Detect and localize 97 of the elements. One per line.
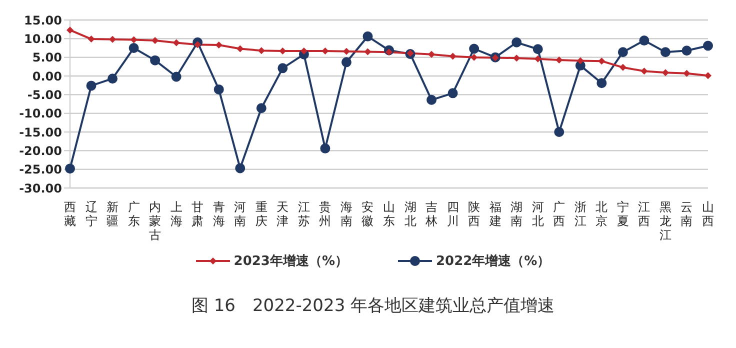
point — [660, 47, 670, 58]
point — [448, 88, 458, 98]
y-tick-label: 10.00 — [24, 32, 62, 46]
x-tick-label: 湖南 — [510, 200, 523, 228]
point — [236, 45, 244, 52]
point — [513, 54, 520, 62]
x-tick-label: 湖北 — [404, 200, 416, 228]
legend-label: 2023年增速（%） — [234, 253, 348, 270]
point — [598, 58, 606, 65]
x-tick-label: 广西 — [553, 200, 566, 228]
x-tick-label: 青海 — [212, 200, 225, 228]
x-tick-label: 天津 — [276, 200, 289, 228]
point — [322, 47, 329, 54]
text: 图 16 2022-2023 年各地区建筑业总产值增速 — [190, 295, 556, 317]
y-tick-label: -5.00 — [27, 88, 62, 102]
x-tick-label: 新疆 — [106, 200, 119, 228]
point — [364, 48, 372, 56]
x-tick-label: 江苏 — [298, 200, 310, 228]
point — [109, 36, 116, 43]
x-tick-label: 山东 — [383, 200, 395, 228]
point — [279, 47, 286, 54]
x-tick-label: 贵州 — [319, 200, 332, 228]
point — [172, 39, 180, 46]
x-tick-label: 西藏 — [64, 200, 76, 228]
point — [128, 43, 139, 53]
x-tick-label: 河北 — [532, 200, 544, 228]
x-tick-label: 云南 — [680, 200, 693, 228]
y-tick-label: 0.00 — [32, 69, 62, 84]
x-tick-label: 上海 — [170, 200, 182, 228]
point — [532, 44, 543, 54]
x-tick-label: 广东 — [128, 200, 140, 228]
point — [469, 44, 480, 54]
legend-label: 2022年增速（%） — [436, 253, 550, 270]
point — [88, 36, 95, 43]
point — [639, 36, 650, 46]
point — [596, 78, 607, 88]
point — [171, 72, 182, 82]
point — [194, 41, 202, 48]
point — [342, 48, 350, 55]
point — [362, 31, 373, 42]
point — [258, 47, 265, 54]
x-tick-label: 江西 — [638, 200, 650, 228]
point — [386, 48, 392, 56]
x-tick-label: 四川 — [446, 200, 459, 228]
x-tick-label: 福建 — [488, 200, 502, 228]
point — [683, 70, 690, 77]
point — [704, 72, 712, 80]
point — [703, 40, 713, 51]
point — [449, 52, 456, 60]
point — [66, 26, 74, 34]
y-tick-label: -20.00 — [19, 144, 62, 158]
x-tick-label: 吉林 — [424, 200, 438, 228]
x-tick-label: 黑龙江 — [659, 200, 672, 242]
point — [426, 94, 437, 105]
x-tick-label: 宁夏 — [616, 200, 629, 228]
y-tick-label: -30.00 — [19, 181, 62, 196]
point — [470, 54, 478, 61]
x-tick-label: 山西 — [702, 200, 714, 228]
point — [235, 163, 246, 174]
point — [556, 56, 563, 64]
x-tick-label: 河南 — [234, 200, 246, 228]
point — [152, 37, 159, 44]
point — [320, 143, 330, 154]
point — [278, 63, 288, 74]
point — [640, 68, 648, 75]
point — [130, 36, 138, 44]
point — [554, 127, 564, 137]
y-tick-label: 5.00 — [32, 50, 62, 65]
point — [150, 55, 160, 66]
point — [108, 74, 118, 84]
point — [534, 55, 542, 62]
point — [619, 64, 626, 71]
point — [618, 47, 628, 58]
point — [576, 57, 584, 64]
point — [86, 80, 96, 91]
y-tick-label: -25.00 — [19, 162, 62, 177]
x-tick-label: 安徽 — [362, 200, 374, 228]
point — [215, 42, 222, 49]
point — [300, 47, 308, 54]
x-tick-label: 浙江 — [574, 200, 586, 228]
x-tick-label: 海南 — [340, 200, 352, 228]
x-tick-label: 重庆 — [255, 200, 268, 228]
x-tick-label: 内蒙古 — [149, 200, 162, 242]
point — [682, 46, 692, 56]
point — [512, 37, 522, 48]
point — [428, 50, 436, 58]
x-tick-label: 陕西 — [468, 200, 480, 228]
point — [662, 69, 669, 76]
x-tick-label: 北京 — [596, 200, 608, 228]
y-tick-label: -10.00 — [19, 106, 62, 121]
point — [341, 57, 352, 68]
x-tick-label: 辽宁 — [85, 200, 98, 228]
point — [256, 103, 266, 114]
y-tick-label: 15.00 — [24, 13, 62, 28]
y-tick-label: -15.00 — [19, 125, 62, 140]
point — [214, 84, 224, 94]
x-tick-label: 甘肃 — [192, 200, 204, 228]
